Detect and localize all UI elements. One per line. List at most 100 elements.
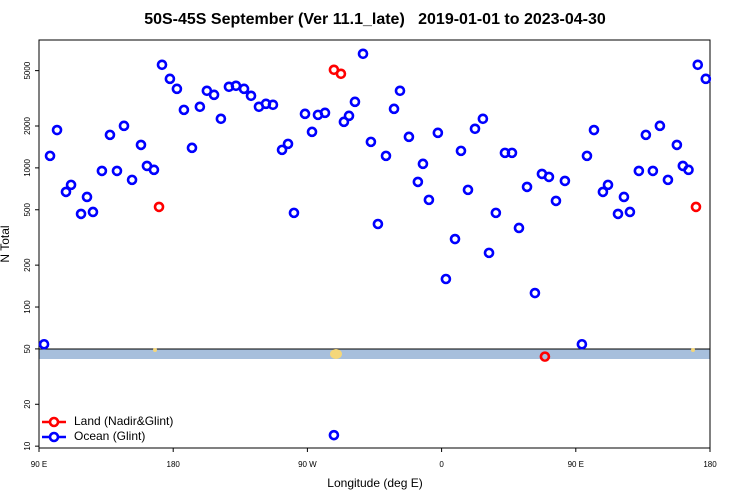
legend-label: Land (Nadir&Glint) [74,414,173,428]
point [186,142,198,154]
chart-title: 50S-45S September (Ver 11.1_late) 2019-0… [144,11,606,28]
y-tick-label: 50 [23,344,32,353]
x-tick-label: 90 W [298,460,317,469]
point [135,139,147,151]
point [178,104,190,116]
point [469,123,481,135]
point [87,206,99,218]
point [640,129,652,141]
point [692,59,704,71]
point [44,150,56,162]
point [483,247,495,259]
legend-marker [48,416,60,428]
point [148,164,160,176]
x-tick-label: 0 [439,460,444,469]
legend-marker [48,431,60,443]
point [559,175,571,187]
point [111,165,123,177]
point [477,113,489,125]
y-tick-label: 20 [23,399,32,408]
coverage-dot [330,349,342,359]
point [618,191,630,203]
point [60,186,72,198]
point [417,158,429,170]
point [506,147,518,159]
point [104,129,116,141]
x-tick-label: 180 [167,460,181,469]
coverage-dot [691,348,695,352]
y-tick-label: 200 [23,258,32,272]
point [513,222,525,234]
y-axis-label: N Total [0,225,12,262]
point [238,83,250,95]
point [156,59,168,71]
point [462,184,474,196]
coverage-band [39,349,710,359]
point [51,124,63,136]
point [380,150,392,162]
point [423,194,435,206]
point [118,120,130,132]
point [539,351,551,362]
point [700,73,712,85]
point [529,287,541,299]
point [96,165,108,177]
point [633,165,645,177]
point [349,96,361,108]
point [597,186,609,198]
point [153,201,165,213]
point [343,110,355,122]
point [612,208,624,220]
point [245,90,257,102]
point [394,85,406,97]
point [602,179,614,191]
point [550,195,562,207]
point [690,201,702,213]
point [75,208,87,220]
point [543,171,555,183]
point [126,174,138,186]
coverage-dot [153,348,157,352]
point [576,338,588,350]
point [357,48,369,60]
point [683,164,694,176]
point [671,139,683,151]
point [338,116,350,128]
point [372,218,384,230]
point [624,206,636,218]
point [365,136,377,148]
y-tick-label: 5000 [23,61,32,79]
point [171,83,183,95]
point [282,138,294,150]
point [276,144,288,156]
plot-frame [38,39,711,449]
point [267,99,279,111]
point [647,165,659,177]
point [208,89,220,101]
point [65,179,77,191]
x-axis-label: Longitude (deg E) [327,476,422,490]
x-tick-label: 90 E [568,460,584,469]
y-tick-label: 1000 [23,158,32,176]
point [449,233,461,245]
point [38,338,50,350]
point [388,103,400,115]
point [521,181,533,193]
point [412,176,424,188]
point [335,68,347,80]
point [662,174,674,186]
point [299,108,311,120]
y-tick-label: 10 [23,441,32,450]
legend-label: Ocean (Glint) [74,429,145,443]
x-tick-label: 180 [703,460,717,469]
point [194,101,206,113]
point [328,429,340,441]
point [288,207,300,219]
point [81,191,93,203]
y-tick-label: 100 [23,300,32,314]
point [403,131,415,143]
y-tick-label: 2000 [23,117,32,135]
point [215,113,227,125]
point [440,273,452,285]
